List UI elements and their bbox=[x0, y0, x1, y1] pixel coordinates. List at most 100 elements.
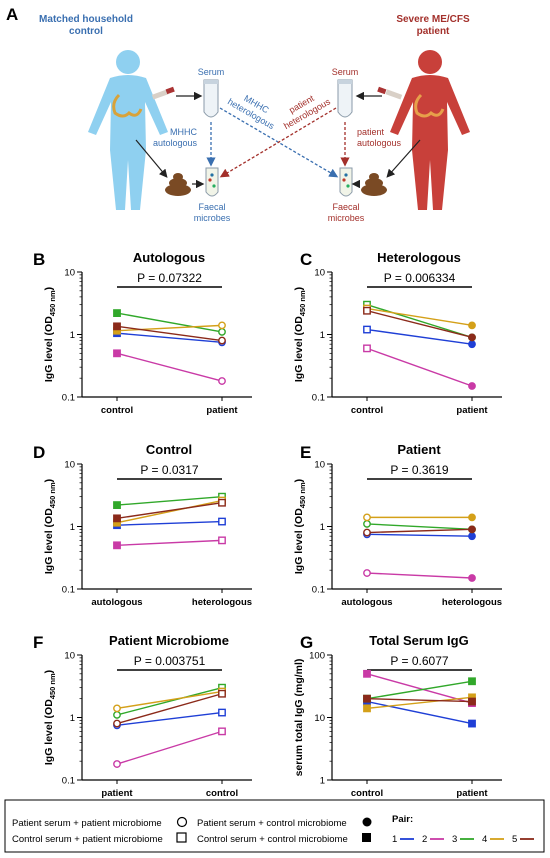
series-line-pair-1 bbox=[116, 520, 223, 526]
p-value-label: P = 0.07322 bbox=[137, 271, 202, 285]
x-tick-label: heterologous bbox=[192, 597, 252, 608]
chart-panel-f: F Patient Microbiome P = 0.003751 10 1 0.1 pat… bbox=[33, 633, 252, 799]
chart-title: Total Serum IgG bbox=[369, 633, 468, 648]
series-line-pair-5 bbox=[366, 310, 473, 339]
data-point-pair-5 bbox=[363, 528, 371, 537]
y-tick-label: 10 bbox=[314, 268, 325, 279]
data-point-pair-1 bbox=[218, 517, 226, 526]
legend-marker-filled-circle bbox=[362, 817, 372, 827]
data-point-pair-2 bbox=[218, 727, 226, 736]
legend-label-patient-control: Patient serum + control microbiome bbox=[197, 818, 347, 829]
y-tick-label: 0.1 bbox=[62, 393, 75, 404]
series-line-pair-1 bbox=[366, 700, 473, 725]
legend-label-patient-patient: Patient serum + patient microbiome bbox=[12, 818, 162, 829]
arrow-patient-heterologous bbox=[219, 107, 337, 178]
legend-pair-number: 2 bbox=[422, 834, 427, 845]
legend-pair-number: 3 bbox=[452, 834, 457, 845]
data-point-pair-2 bbox=[113, 760, 121, 768]
control-person-icon bbox=[88, 50, 168, 210]
y-tick-label: 1 bbox=[70, 522, 75, 533]
microbe-tube-icon-right bbox=[339, 167, 353, 197]
stool-icon-left bbox=[165, 173, 191, 196]
series-line-pair-2 bbox=[116, 539, 223, 547]
p-value-label: P = 0.3619 bbox=[390, 463, 448, 477]
series-line-pair-3 bbox=[116, 495, 223, 506]
series-line-pair-2 bbox=[366, 572, 473, 579]
data-point-pair-5 bbox=[363, 306, 371, 315]
series-line-pair-4 bbox=[366, 307, 473, 327]
y-axis-label: IgG level (OD450 nm) bbox=[43, 287, 57, 382]
data-point-pair-5 bbox=[218, 689, 226, 698]
patient-title-line1: Severe ME/CFS bbox=[396, 14, 470, 25]
y-tick-label: 1 bbox=[320, 522, 325, 533]
y-tick-label: 100 bbox=[309, 651, 325, 662]
data-point-pair-3 bbox=[468, 677, 476, 686]
patient-person-icon bbox=[390, 50, 470, 210]
series-line-pair-4 bbox=[116, 324, 223, 332]
legend-label-control-patient: Control serum + patient microbiome bbox=[12, 834, 163, 845]
control-title-line2: control bbox=[69, 26, 103, 37]
data-point-pair-5 bbox=[218, 498, 226, 507]
chart-panel-d: D Control P = 0.0317 10 1 0.1 autologous hetero… bbox=[33, 442, 252, 608]
data-point-pair-4 bbox=[468, 321, 476, 330]
series-line-pair-1 bbox=[366, 533, 473, 537]
data-point-pair-5 bbox=[113, 514, 121, 523]
arrow-patient-to-stool bbox=[386, 139, 421, 178]
data-point-pair-1 bbox=[218, 708, 226, 717]
y-axis-label: serum total IgG (mg/ml) bbox=[293, 659, 305, 777]
series-line-pair-5 bbox=[116, 502, 223, 520]
data-point-pair-5 bbox=[363, 694, 371, 703]
data-point-pair-5 bbox=[468, 525, 476, 534]
data-point-pair-5 bbox=[113, 322, 121, 331]
x-tick-label: patient bbox=[101, 788, 133, 799]
series-line-pair-3 bbox=[366, 523, 473, 531]
data-point-pair-2 bbox=[113, 349, 121, 358]
p-value-label: P = 0.6077 bbox=[390, 654, 448, 668]
series-line-pair-3 bbox=[366, 680, 473, 700]
y-axis-label: IgG level (OD450 nm) bbox=[43, 670, 57, 765]
chart-title: Patient Microbiome bbox=[109, 633, 229, 648]
stool-icon-right bbox=[361, 173, 387, 196]
chart-panel-g: G Total Serum IgG P = 0.6077 100 10 1 control p… bbox=[293, 633, 502, 799]
chart-panel-c: C Heterologous P = 0.006334 10 1 0.1 control pa… bbox=[293, 250, 502, 416]
syringe-icon-right bbox=[377, 86, 403, 100]
legend-box bbox=[4, 799, 545, 853]
data-point-pair-4 bbox=[468, 513, 476, 522]
series-line-pair-1 bbox=[366, 328, 473, 345]
series-line-pair-3 bbox=[366, 304, 473, 339]
serum-label-right: Serum bbox=[332, 67, 359, 77]
data-point-pair-2 bbox=[468, 574, 476, 582]
microbes-label-right-line2: microbes bbox=[328, 213, 365, 223]
patient-autologous-line2: autologous bbox=[357, 138, 402, 148]
panel-letter-e: E bbox=[300, 443, 311, 462]
y-axis-label: IgG level (OD450 nm) bbox=[293, 287, 307, 382]
series-line-pair-2 bbox=[116, 352, 223, 382]
microbes-label-right-line1: Faecal bbox=[332, 202, 359, 212]
legend-pairs: 1 2 3 4 5 bbox=[392, 834, 534, 845]
x-tick-label: autologous bbox=[91, 597, 142, 608]
y-tick-label: 0.1 bbox=[62, 776, 75, 787]
mhhc-autologous-line2: autologous bbox=[153, 138, 198, 148]
data-point-pair-2 bbox=[113, 541, 121, 550]
y-axis-label: IgG level (OD450 nm) bbox=[43, 479, 57, 574]
x-tick-label: control bbox=[351, 788, 383, 799]
legend-pair-number: 1 bbox=[392, 834, 397, 845]
series-line-pair-5 bbox=[116, 325, 223, 342]
panel-letter-b: B bbox=[33, 250, 45, 269]
data-point-pair-3 bbox=[113, 309, 121, 317]
data-point-pair-5 bbox=[218, 336, 226, 345]
series-line-pair-4 bbox=[116, 499, 223, 524]
y-tick-label: 0.1 bbox=[62, 585, 75, 596]
series-line-pair-5 bbox=[116, 693, 223, 725]
microbes-label-left-line2: microbes bbox=[194, 213, 231, 223]
data-point-pair-3 bbox=[113, 501, 121, 509]
chart-panel-e: E Patient P = 0.3619 10 1 0.1 autologous hetero… bbox=[293, 442, 502, 608]
y-tick-label: 1 bbox=[320, 330, 325, 341]
data-point-pair-3 bbox=[113, 711, 121, 719]
patient-title-line2: patient bbox=[417, 26, 450, 37]
control-title-line1: Matched household bbox=[39, 14, 133, 25]
series-line-pair-1 bbox=[116, 711, 223, 727]
series-line-pair-2 bbox=[366, 673, 473, 704]
series-line-pair-5 bbox=[366, 697, 473, 703]
